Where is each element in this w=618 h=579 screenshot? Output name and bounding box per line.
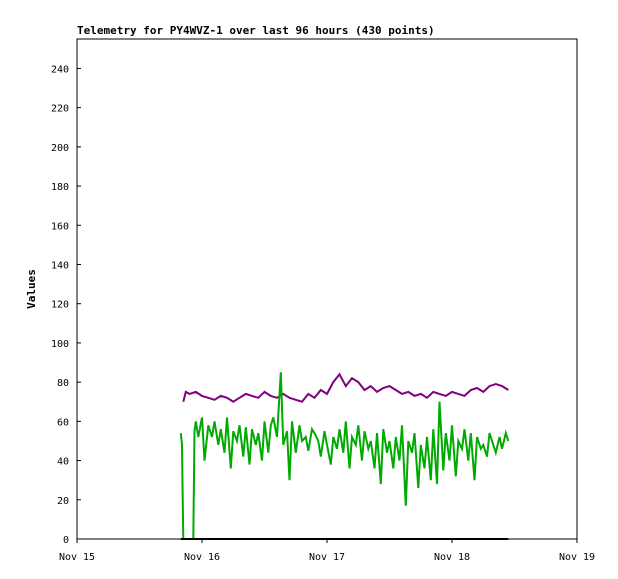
x-tick-label: Nov 18 xyxy=(434,552,470,563)
chart-title: Telemetry for PY4WVZ-1 over last 96 hour… xyxy=(77,24,435,37)
series-line-1 xyxy=(182,372,509,403)
y-tick-label: 220 xyxy=(51,104,69,115)
y-tick-label: 0 xyxy=(63,535,69,546)
y-tick-label: 20 xyxy=(57,496,69,507)
y-tick-label: 180 xyxy=(51,182,69,193)
y-tick-label: 40 xyxy=(57,457,69,468)
y-axis-label: Values xyxy=(25,269,38,309)
y-tick-label: 240 xyxy=(51,64,69,75)
y-tick-label: 140 xyxy=(51,260,69,271)
x-tick-label: Nov 19 xyxy=(559,552,595,563)
y-axis-ticks: 0 20 40 60 80 100 120 140 160 180 200 220 240 xyxy=(51,64,81,546)
y-tick-label: 60 xyxy=(57,417,69,428)
series-group xyxy=(179,372,510,540)
series-line-2 xyxy=(179,372,510,540)
x-tick-label: Nov 16 xyxy=(184,552,220,563)
y-tick-label: 200 xyxy=(51,143,69,154)
y-tick-label: 160 xyxy=(51,221,69,232)
x-tick-label: Nov 15 xyxy=(59,552,95,563)
y-tick-label: 100 xyxy=(51,339,69,350)
x-axis-ticks: Nov 15 Nov 16 Nov 17 Nov 18 Nov 19 xyxy=(59,539,595,563)
y-tick-label: 120 xyxy=(51,300,69,311)
plot-frame xyxy=(76,38,578,540)
y-tick-label: 80 xyxy=(57,378,69,389)
x-tick-label: Nov 17 xyxy=(309,552,345,563)
